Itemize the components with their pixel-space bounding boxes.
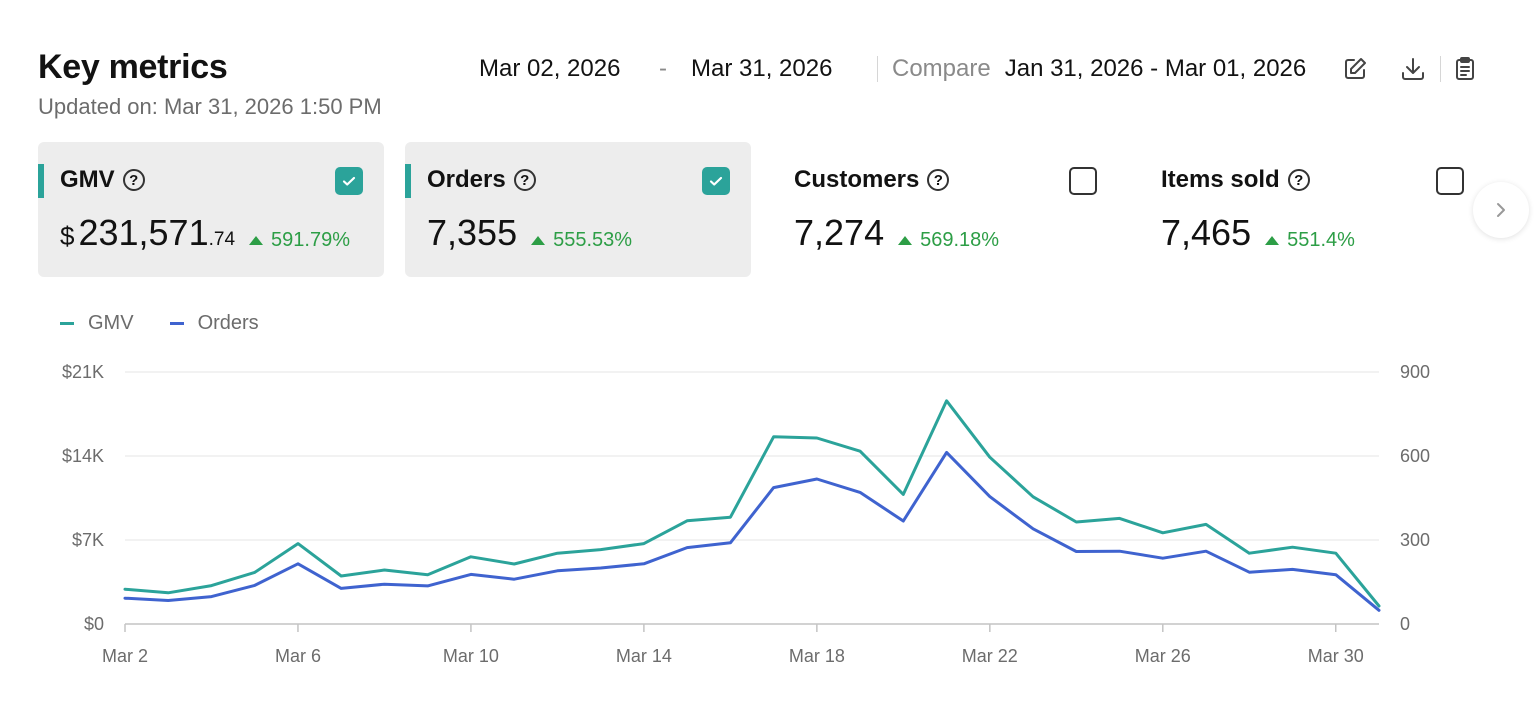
y-left-tick-label: $7K: [72, 530, 104, 550]
metric-checkbox[interactable]: [1436, 167, 1464, 195]
next-cards-button[interactable]: [1473, 182, 1529, 238]
metric-value: 7,355 555.53%: [427, 212, 633, 253]
metric-change: 555.53%: [531, 229, 632, 252]
metric-change: 569.18%: [898, 229, 999, 252]
metric-checkbox[interactable]: [335, 167, 363, 195]
up-arrow-icon: [1265, 236, 1280, 245]
y-right-tick-label: 0: [1400, 614, 1410, 634]
metric-value: 7,465 551.4%: [1161, 212, 1355, 253]
clipboard-icon[interactable]: [1450, 54, 1480, 84]
x-tick-label: Mar 30: [1308, 646, 1364, 666]
download-icon[interactable]: [1398, 54, 1428, 84]
help-icon[interactable]: ?: [927, 169, 950, 191]
x-tick-label: Mar 6: [275, 646, 321, 666]
updated-timestamp: Updated on: Mar 31, 2026 1:50 PM: [38, 94, 382, 119]
date-start[interactable]: Mar 02, 2026: [479, 55, 621, 82]
metric-name: Orders?: [427, 166, 536, 194]
metric-value: $231,571.74 591.79%: [60, 212, 350, 253]
metric-name: Items sold?: [1161, 166, 1310, 194]
metric-change: 551.4%: [1265, 229, 1355, 252]
metric-card-orders[interactable]: Orders? 7,355 555.53%: [405, 142, 751, 277]
selected-indicator: [38, 164, 44, 198]
metric-value: 7,274 569.18%: [794, 212, 1000, 253]
chevron-right-icon: [1497, 203, 1505, 217]
x-tick-label: Mar 18: [789, 646, 845, 666]
up-arrow-icon: [531, 236, 546, 245]
x-tick-label: Mar 22: [962, 646, 1018, 666]
checkmark-icon: [709, 176, 723, 186]
date-range-selector[interactable]: Mar 02, 2026 - Mar 31, 2026 Compare Jan …: [479, 53, 1306, 85]
y-left-tick-label: $14K: [62, 446, 104, 466]
chart-legend: GMV Orders: [60, 312, 295, 335]
checkmark-icon: [342, 176, 356, 186]
x-tick-label: Mar 26: [1135, 646, 1191, 666]
metric-card-items-sold[interactable]: Items sold? 7,465 551.4%: [1139, 142, 1485, 277]
y-right-tick-label: 600: [1400, 446, 1430, 466]
icon-divider: [1440, 56, 1441, 82]
y-left-tick-label: $21K: [62, 362, 104, 382]
metric-name: GMV?: [60, 166, 145, 194]
metric-change: 591.79%: [249, 229, 350, 252]
line-chart[interactable]: $0 $7K $14K $21K 0 300 600 900 Mar 2 Mar 6 Mar 10 M…: [0, 340, 1536, 680]
page-title: Key metrics: [38, 48, 228, 86]
date-end[interactable]: Mar 31, 2026: [691, 55, 833, 82]
metric-checkbox[interactable]: [702, 167, 730, 195]
up-arrow-icon: [898, 236, 913, 245]
divider: [877, 56, 878, 82]
edit-icon[interactable]: [1340, 54, 1370, 84]
help-icon[interactable]: ?: [122, 169, 145, 191]
y-right-tick-label: 900: [1400, 362, 1430, 382]
x-tick-label: Mar 2: [102, 646, 148, 666]
selected-indicator: [405, 164, 411, 198]
compare-range[interactable]: Jan 31, 2026 - Mar 01, 2026: [1004, 55, 1307, 82]
metric-checkbox[interactable]: [1069, 167, 1097, 195]
date-range-dash: -: [659, 55, 667, 82]
help-icon[interactable]: ?: [1287, 169, 1310, 191]
series-line-gmv: [123, 399, 1381, 608]
metric-card-customers[interactable]: Customers? 7,274 569.18%: [772, 142, 1118, 277]
series-line-orders: [123, 450, 1381, 612]
y-right-tick-label: 300: [1400, 530, 1430, 550]
x-tick-label: Mar 10: [443, 646, 499, 666]
legend-item-orders[interactable]: Orders: [169, 312, 259, 335]
compare-label: Compare: [892, 55, 991, 82]
y-left-tick-label: $0: [84, 614, 104, 634]
legend-item-gmv[interactable]: GMV: [60, 312, 134, 335]
help-icon[interactable]: ?: [513, 169, 536, 191]
x-tick-label: Mar 14: [616, 646, 672, 666]
up-arrow-icon: [249, 236, 264, 245]
metric-card-gmv[interactable]: GMV? $231,571.74 591.79%: [38, 142, 384, 277]
metric-name: Customers?: [794, 166, 950, 194]
